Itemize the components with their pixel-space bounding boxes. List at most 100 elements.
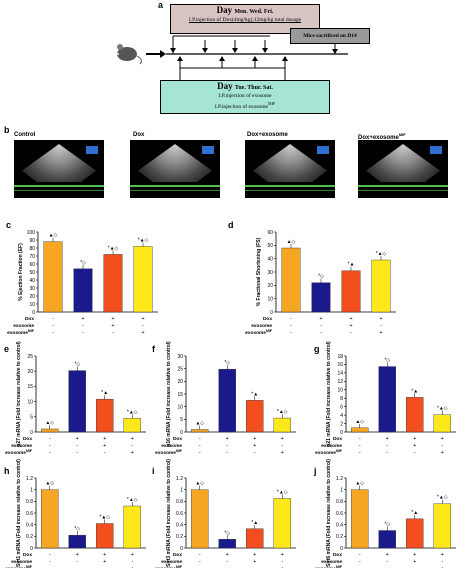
y-axis-label: Sirt1 mRNA (Fold increase relative to co… [16, 459, 22, 567]
condition-sign: - [226, 443, 228, 449]
exosome-schedule-box: Day Tue. Thur. Sat. I.P.injection of exo… [160, 80, 330, 114]
echo-title-control: Control [14, 132, 36, 138]
y-tick-label: 40 [267, 256, 273, 262]
condition-sign: - [49, 450, 51, 456]
panel-g-label: g [314, 344, 320, 354]
condition-sign: + [413, 436, 416, 442]
condition-sign: + [441, 450, 444, 456]
y-tick-label: 14 [337, 371, 343, 377]
significance-mark: ▲◇ [355, 419, 364, 425]
condition-sign: - [52, 323, 54, 329]
y-tick-label: 0 [32, 310, 35, 316]
dox-schedule-box: Day Mon. Wed. Fri. I.P.injection of Dox(… [170, 4, 320, 34]
condition-sign: + [253, 443, 256, 449]
timeline-diagram [117, 35, 348, 80]
bar-f-4 [273, 417, 291, 433]
y-tick-label: 30 [177, 354, 183, 360]
bar-d-2 [311, 282, 331, 313]
panel-b-label: b [4, 125, 10, 135]
y-tick-label: 5 [180, 417, 183, 423]
y-tick-label: 0.6 [26, 511, 33, 517]
condition-sign: + [103, 552, 106, 558]
condition-sign: + [81, 316, 84, 322]
condition-sign: - [199, 450, 201, 456]
y-tick-label: 30 [29, 286, 35, 292]
significance-mark: ▲◇ [49, 233, 58, 239]
echo-title-dox-exosome: Dox+exosome [247, 132, 288, 138]
bar-c-3 [103, 254, 123, 313]
bar-j-4 [433, 503, 451, 549]
condition-sign: + [413, 552, 416, 558]
condition-sign: + [103, 559, 106, 565]
y-tick-label: 10 [177, 404, 183, 410]
chart-j: j 0 0.2 0.4 0.6 0.8 1 1.2 Sirt6 mRNA (Fold incre… [313, 459, 456, 568]
significance-mark: *▲ [348, 262, 355, 268]
significance-mark: ▲◇ [287, 239, 296, 245]
row-label-exosome: exosome [11, 444, 32, 449]
bar-g-1 [351, 427, 369, 433]
condition-sign: + [349, 323, 352, 329]
significance-mark: ▲◇ [195, 481, 204, 487]
y-tick-label: 0.2 [336, 534, 343, 540]
row-label-exosome_mif: exosomeMIF [315, 449, 343, 456]
chart-e: e 0 5 10 15 20 25 p27 mRNA (Fold increase relat… [4, 341, 146, 456]
condition-sign: + [131, 450, 134, 456]
condition-sign: + [103, 436, 106, 442]
condition-sign: + [111, 316, 114, 322]
y-tick-label: 0 [30, 430, 33, 436]
y-tick-label: 0.4 [26, 522, 33, 528]
day-bottom-days: Tue. Thur. Sat. [234, 85, 273, 91]
echo-image-control [14, 140, 104, 198]
y-tick-label: 0 [30, 546, 33, 552]
condition-sign: + [253, 436, 256, 442]
y-tick-label: 1.2 [336, 476, 343, 482]
condition-sign: - [359, 436, 361, 442]
bar-h-4 [123, 505, 141, 549]
y-tick-label: 5 [30, 415, 33, 421]
bar-c-2 [73, 268, 93, 313]
panel-d-label: d [228, 220, 234, 230]
condition-sign: - [112, 330, 114, 336]
bar-f-1 [191, 429, 209, 433]
significance-mark: *▲◇ [437, 495, 448, 501]
panel-c-label: c [6, 220, 11, 230]
echo-title-dox-exosome-mif: Dox+exosome [358, 135, 399, 141]
condition-sign: - [49, 436, 51, 442]
y-tick-label: 0.4 [176, 522, 183, 528]
significance-mark: *◇ [224, 530, 230, 536]
bar-h-3 [96, 523, 114, 549]
condition-sign: - [131, 559, 133, 565]
y-tick-label: 1 [340, 487, 343, 493]
condition-sign: + [386, 552, 389, 558]
condition-sign: - [52, 316, 54, 322]
bar-j-1 [351, 489, 369, 549]
y-tick-label: 0.8 [176, 499, 183, 505]
y-tick-label: 40 [29, 278, 35, 284]
significance-mark: *▲ [251, 391, 258, 397]
significance-mark: *▲◇ [127, 497, 138, 503]
chart-h: h 0 0.2 0.4 0.6 0.8 1 1.2 Sirt1 mRNA (Fold incre… [4, 459, 146, 568]
row-label-exosome_mif: exosomeMIF [155, 565, 183, 568]
y-tick-label: 6 [340, 404, 343, 410]
condition-sign: - [380, 323, 382, 329]
row-label-exosome: exosome [161, 560, 182, 565]
bar-i-1 [191, 489, 209, 549]
condition-sign: + [131, 436, 134, 442]
y-tick-label: 0.4 [336, 522, 343, 528]
y-tick-label: 50 [267, 243, 273, 249]
y-tick-label: 20 [27, 369, 33, 375]
bar-c-4 [133, 246, 153, 313]
y-tick-label: 15 [177, 392, 183, 398]
significance-mark: *◇ [384, 358, 390, 364]
panel-a-label: a [158, 0, 164, 10]
significance-mark: ▲◇ [45, 481, 54, 487]
chart-i: i 0 0.2 0.4 0.6 0.8 1 1.2 Sirt3 mRNA (Fold incre… [152, 459, 296, 568]
significance-mark: *▲◇ [376, 251, 387, 257]
condition-sign: - [226, 559, 228, 565]
y-tick-label: 16 [337, 362, 343, 368]
condition-sign: - [226, 566, 228, 568]
day-bottom-line1: I.P.injection of exosome [218, 93, 272, 99]
bar-g-2 [378, 366, 396, 433]
row-label-dox: Dox [333, 552, 342, 558]
significance-mark: *◇ [80, 260, 86, 266]
